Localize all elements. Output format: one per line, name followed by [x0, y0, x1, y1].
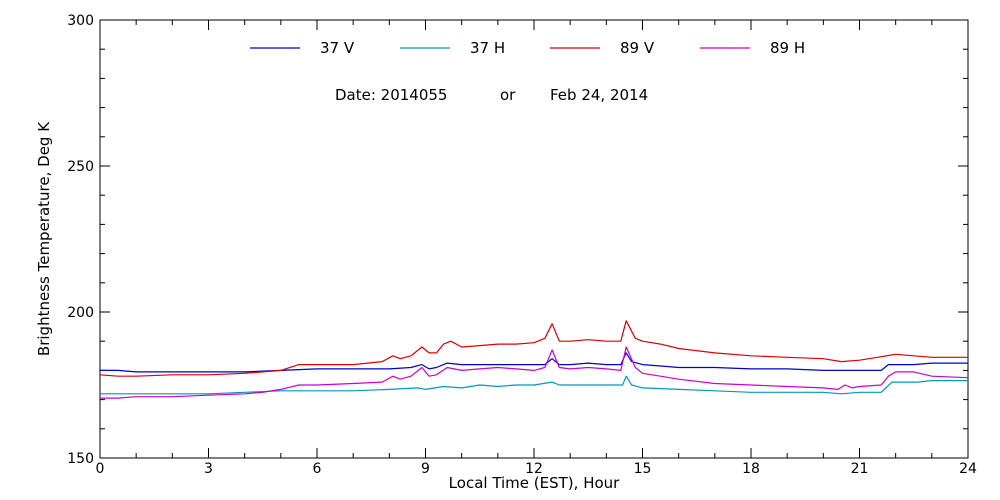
x-tick-label: 18 — [742, 461, 760, 477]
legend-label: 37 H — [470, 39, 505, 57]
x-tick-label: 24 — [959, 461, 977, 477]
x-tick-label: 21 — [851, 461, 869, 477]
x-tick-label: 12 — [525, 461, 543, 477]
y-tick-label: 300 — [67, 13, 94, 29]
legend-label: 89 V — [620, 39, 655, 57]
series-line-89-v — [99, 320, 968, 377]
x-tick-label: 6 — [313, 461, 322, 477]
series-line-89-h — [100, 346, 969, 399]
x-axis-title: Local Time (EST), Hour — [449, 474, 620, 492]
series-line-37-v — [100, 352, 968, 373]
date-or-label: or — [500, 86, 516, 104]
y-tick-label: 150 — [67, 451, 94, 467]
date-annotation: Date: 2014055 or Feb 24, 2014 — [335, 86, 648, 104]
legend: 37 V 37 H 89 V 89 H — [250, 39, 805, 57]
date-label: Date: 2014055 — [335, 86, 447, 104]
series-lines — [99, 320, 969, 399]
y-tick-label: 200 — [67, 305, 94, 321]
x-tick-label: 15 — [634, 461, 652, 477]
series-line-37-h — [100, 375, 968, 395]
legend-label: 89 H — [770, 39, 805, 57]
plot-frame — [99, 19, 969, 459]
x-tick-label: 0 — [96, 461, 105, 477]
y-tick-label: 250 — [67, 159, 94, 175]
axis-ticks: 0 3 6 9 12 15 18 21 24 150 200 250 300 — [67, 13, 977, 477]
y-axis-title: Brightness Temperature, Deg K — [35, 121, 53, 356]
date-text: Feb 24, 2014 — [550, 86, 648, 104]
x-tick-label: 9 — [421, 461, 430, 477]
x-tick-label: 3 — [204, 461, 213, 477]
legend-label: 37 V — [320, 39, 355, 57]
